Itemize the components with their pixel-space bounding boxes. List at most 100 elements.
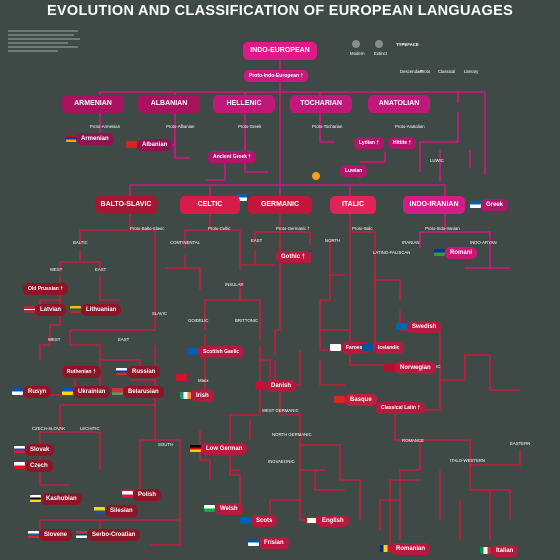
subgroup-east-baltic: EAST: [95, 267, 107, 272]
proto-balto-slavic-node: Proto-Balto-Slavic: [130, 226, 165, 231]
language-welsh: Welsh: [215, 503, 243, 515]
legend-heading: TYPEFACE: [396, 42, 419, 47]
branch-indo-iranian: INDO-IRANIAN: [403, 196, 465, 214]
language-kashubian: Kashubian: [41, 493, 82, 505]
flag-silesia: [94, 507, 105, 514]
language-swedish: Swedish: [407, 321, 442, 333]
language-english: English: [317, 515, 349, 527]
language-scottish-gaelic: Scottish Gaelic: [198, 346, 245, 358]
proto-tocharian-node: Proto-Tocharian: [312, 124, 343, 129]
subgroup-east-slavic: EAST: [118, 337, 130, 342]
language-czech: Czech: [25, 460, 53, 472]
legend-item-classical: Classical: [438, 69, 456, 74]
flag-isle-of-man: [176, 374, 187, 381]
proto-italic-node: Proto-Italic: [352, 226, 373, 231]
language-romani: Romani: [445, 247, 478, 259]
old-prussian-node: Old Prussian †: [23, 283, 69, 295]
diagram-title: EVOLUTION AND CLASSIFICATION OF EUROPEAN…: [46, 3, 514, 19]
flag-england: [306, 517, 317, 524]
subgroup-romance: ROMANCE: [402, 438, 424, 443]
language-armenian: Armenian: [76, 133, 114, 145]
branch-armenian: ARMENIAN: [62, 95, 124, 113]
flag-basque: [334, 396, 345, 403]
flag-rusyn: [12, 388, 23, 395]
lydian-node: Lydian †: [354, 137, 385, 149]
proto-indo-european-node: Proto-Indo-European †: [244, 70, 309, 82]
flag-serbia: [76, 531, 87, 538]
proto-germanic-node: Proto-Germanic †: [276, 226, 310, 231]
subgroup-lechitic: LECHITIC: [80, 426, 100, 431]
subgroup-latino-faliscan: LATINO-FALISCAN: [373, 250, 411, 255]
legend-dot-extinct: [375, 40, 383, 48]
flag-czech: [14, 462, 25, 469]
language-italian: Italian: [491, 545, 519, 557]
language-albanian: Albanian: [137, 139, 173, 151]
language-greek: Greek: [481, 199, 509, 211]
flag-slovakia: [14, 446, 25, 453]
flag-latvia: [24, 306, 35, 313]
proto-indo-iranian-node: Proto-Indo-Iranian: [425, 226, 460, 231]
flag-norway: [384, 364, 395, 371]
flag-romania: [380, 545, 391, 552]
language-frisian: Frisian: [259, 537, 289, 549]
legend-item-literary: Literary: [464, 69, 479, 74]
language-slovak: Slovak: [25, 444, 55, 456]
subgroup-west-slavic: WEST: [48, 337, 61, 342]
language-icelandic: Icelandic: [373, 342, 405, 354]
language-polish: Polish: [133, 489, 162, 501]
flag-poland: [122, 491, 133, 498]
flag-frisia: [248, 539, 259, 546]
flag-belarus: [112, 388, 123, 395]
flag-scotland: [187, 348, 198, 355]
subgroup-luwic: LUWIC: [430, 158, 444, 163]
indo-european-family: INDO-EUROPEAN: [243, 42, 317, 60]
subgroup-south-slavic: SOUTH: [158, 442, 174, 447]
flag-faroe: [330, 344, 341, 351]
flag-slovenia: [28, 531, 39, 538]
flag-lithuania: [70, 306, 81, 313]
subgroup-iranian: IRANIAN: [402, 240, 420, 245]
language-ukrainian: Ukrainian: [73, 386, 111, 398]
branch-anatolian: ANATOLIAN: [368, 95, 430, 113]
flag-sweden: [396, 323, 407, 330]
intro-paragraph-placeholder: [8, 28, 80, 54]
language-latvian: Latvian: [35, 304, 67, 316]
branch-tocharian: TOCHARIAN: [290, 95, 352, 113]
flag-scots: [240, 517, 251, 524]
language-danish: Danish: [266, 380, 297, 392]
flag-italy: [480, 547, 491, 554]
classical-latin-node: Classical Latin †: [376, 402, 426, 414]
branch-hellenic: HELLENIC: [213, 95, 275, 113]
flag-low-german: [190, 445, 201, 452]
flag-denmark: [255, 382, 266, 389]
subgroup-north-germanic: NORTH GERMANIC: [272, 432, 312, 437]
subgroup-italo-western: ITALO-WESTERN: [450, 458, 486, 463]
proto-armenian-node: Proto-Armenian: [90, 124, 121, 129]
proto-greek-node: Proto-Greek: [238, 124, 262, 129]
language-rusyn: Rusyn: [23, 386, 52, 398]
ruthenian-node: Ruthenian †: [62, 366, 101, 378]
branch-balto-slavic: BALTO-SLAVIC: [95, 196, 157, 214]
language-norwegian: Norwegian: [395, 362, 436, 374]
flag-albania: [126, 141, 137, 148]
proto-celtic-node: Proto-Celtic: [208, 226, 231, 231]
flag-romani: [434, 249, 445, 256]
flag-iceland: [362, 344, 373, 351]
subgroup-czech-slovak: CZECH-SLOVAK: [32, 426, 66, 431]
flag-russia: [116, 368, 127, 375]
flag-wales: [204, 505, 215, 512]
branch-celtic: CELTIC: [180, 196, 240, 214]
subgroup-goidelic: GOIDELIC: [188, 318, 209, 323]
subgroup-brittonic: BRITTONIC: [235, 318, 259, 323]
subgroup-west-germanic: WEST GERMANIC: [262, 408, 299, 413]
language-silesian: Silesian: [105, 505, 138, 517]
legend-item-proto: Proto: [420, 69, 431, 74]
luwian-node: Luwian: [340, 165, 368, 177]
ancient-greek-node: Ancient Greek †: [208, 151, 257, 163]
language-basque: Basque: [345, 394, 377, 406]
branch-albanian: ALBANIAN: [138, 95, 200, 113]
subgroup-west-baltic: WEST: [50, 267, 63, 272]
flag-ukraine: [62, 388, 73, 395]
language-serbo-croatian: Serbo-Croatian: [87, 529, 141, 541]
